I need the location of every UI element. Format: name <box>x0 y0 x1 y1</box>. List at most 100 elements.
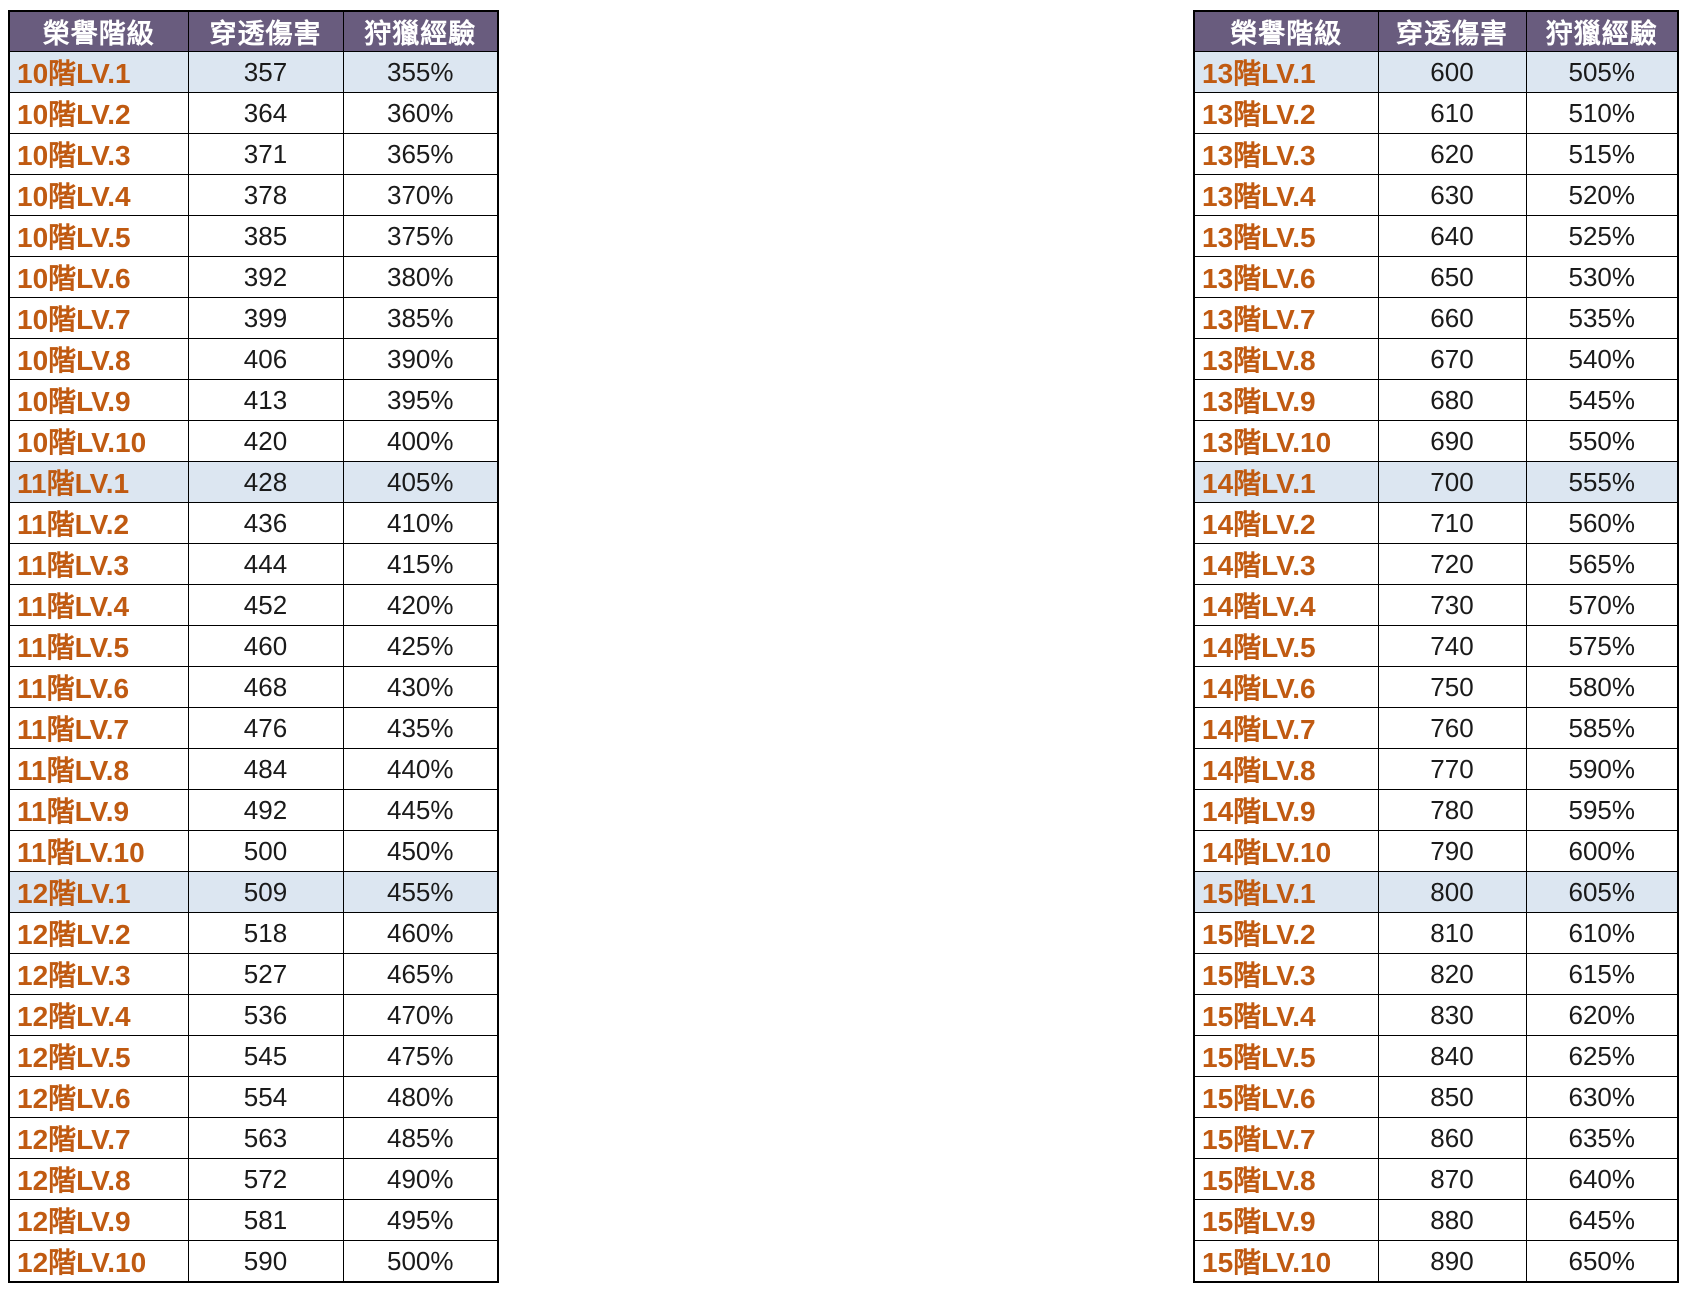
table-row: 15階LV.5 840 625% <box>1193 1035 1679 1077</box>
table-row: 12階LV.1 509 455% <box>8 871 499 913</box>
damage-cell: 730 <box>1377 584 1527 626</box>
damage-cell: 554 <box>187 1076 344 1118</box>
rank-cell: 10階LV.8 <box>8 338 189 380</box>
header-row: 榮譽階級 穿透傷害 狩獵經驗 <box>1193 10 1679 52</box>
exp-cell: 540% <box>1525 338 1679 380</box>
table-body-right: 13階LV.1 600 505% 13階LV.2 610 510% 13階LV.3 620 51… <box>1193 51 1679 1283</box>
exp-cell: 505% <box>1525 51 1679 93</box>
table-row: 14階LV.5 740 575% <box>1193 625 1679 667</box>
table-row: 10階LV.10 420 400% <box>8 420 499 462</box>
rank-cell: 11階LV.10 <box>8 830 189 872</box>
rank-cell: 14階LV.8 <box>1193 748 1379 790</box>
rank-cell: 12階LV.8 <box>8 1158 189 1200</box>
rank-cell: 10階LV.10 <box>8 420 189 462</box>
rank-cell: 12階LV.2 <box>8 912 189 954</box>
rank-cell: 14階LV.10 <box>1193 830 1379 872</box>
exp-cell: 410% <box>342 502 499 544</box>
table-row: 12階LV.7 563 485% <box>8 1117 499 1159</box>
table-row: 12階LV.5 545 475% <box>8 1035 499 1077</box>
exp-cell: 550% <box>1525 420 1679 462</box>
exp-cell: 355% <box>342 51 499 93</box>
table-row: 14階LV.10 790 600% <box>1193 830 1679 872</box>
table-row: 11階LV.4 452 420% <box>8 584 499 626</box>
exp-cell: 570% <box>1525 584 1679 626</box>
exp-cell: 575% <box>1525 625 1679 667</box>
exp-cell: 500% <box>342 1240 499 1283</box>
damage-cell: 484 <box>187 748 344 790</box>
honor-table-right: 榮譽階級 穿透傷害 狩獵經驗 13階LV.1 600 505% 13階LV.2 610 5… <box>1193 10 1679 1283</box>
table-row: 10階LV.4 378 370% <box>8 174 499 216</box>
table-row: 13階LV.6 650 530% <box>1193 256 1679 298</box>
table-row: 14階LV.7 760 585% <box>1193 707 1679 749</box>
exp-cell: 555% <box>1525 461 1679 503</box>
exp-cell: 425% <box>342 625 499 667</box>
exp-cell: 585% <box>1525 707 1679 749</box>
table-row: 13階LV.10 690 550% <box>1193 420 1679 462</box>
damage-cell: 710 <box>1377 502 1527 544</box>
damage-cell: 880 <box>1377 1199 1527 1241</box>
damage-cell: 476 <box>187 707 344 749</box>
rank-cell: 11階LV.9 <box>8 789 189 831</box>
exp-cell: 625% <box>1525 1035 1679 1077</box>
table-row: 13階LV.7 660 535% <box>1193 297 1679 339</box>
table-row: 14階LV.9 780 595% <box>1193 789 1679 831</box>
exp-cell: 645% <box>1525 1199 1679 1241</box>
table-body-left: 10階LV.1 357 355% 10階LV.2 364 360% 10階LV.3 371 36… <box>8 51 499 1283</box>
damage-cell: 452 <box>187 584 344 626</box>
damage-cell: 750 <box>1377 666 1527 708</box>
rank-cell: 13階LV.2 <box>1193 92 1379 134</box>
table-row: 11階LV.10 500 450% <box>8 830 499 872</box>
exp-cell: 565% <box>1525 543 1679 585</box>
damage-cell: 357 <box>187 51 344 93</box>
exp-cell: 535% <box>1525 297 1679 339</box>
rank-cell: 13階LV.3 <box>1193 133 1379 175</box>
rank-cell: 15階LV.1 <box>1193 871 1379 913</box>
table-row: 10階LV.9 413 395% <box>8 379 499 421</box>
damage-cell: 870 <box>1377 1158 1527 1200</box>
rank-cell: 14階LV.5 <box>1193 625 1379 667</box>
damage-cell: 600 <box>1377 51 1527 93</box>
table-row: 12階LV.8 572 490% <box>8 1158 499 1200</box>
exp-cell: 430% <box>342 666 499 708</box>
rank-cell: 15階LV.10 <box>1193 1240 1379 1283</box>
rank-cell: 10階LV.6 <box>8 256 189 298</box>
damage-cell: 500 <box>187 830 344 872</box>
rank-cell: 13階LV.6 <box>1193 256 1379 298</box>
table-row: 13階LV.3 620 515% <box>1193 133 1679 175</box>
damage-cell: 413 <box>187 379 344 421</box>
table-row: 14階LV.8 770 590% <box>1193 748 1679 790</box>
honor-table-left: 榮譽階級 穿透傷害 狩獵經驗 10階LV.1 357 355% 10階LV.2 364 3… <box>8 10 499 1283</box>
table-row: 12階LV.6 554 480% <box>8 1076 499 1118</box>
table-row: 12階LV.4 536 470% <box>8 994 499 1036</box>
rank-cell: 14階LV.3 <box>1193 543 1379 585</box>
table-row: 11階LV.2 436 410% <box>8 502 499 544</box>
damage-cell: 444 <box>187 543 344 585</box>
rank-cell: 11階LV.1 <box>8 461 189 503</box>
table-row: 14階LV.4 730 570% <box>1193 584 1679 626</box>
damage-cell: 630 <box>1377 174 1527 216</box>
exp-cell: 470% <box>342 994 499 1036</box>
table-row: 11階LV.5 460 425% <box>8 625 499 667</box>
damage-cell: 518 <box>187 912 344 954</box>
rank-cell: 14階LV.9 <box>1193 789 1379 831</box>
damage-cell: 760 <box>1377 707 1527 749</box>
damage-cell: 740 <box>1377 625 1527 667</box>
exp-cell: 440% <box>342 748 499 790</box>
rank-cell: 15階LV.9 <box>1193 1199 1379 1241</box>
exp-cell: 385% <box>342 297 499 339</box>
rank-cell: 12階LV.9 <box>8 1199 189 1241</box>
exp-cell: 420% <box>342 584 499 626</box>
exp-cell: 580% <box>1525 666 1679 708</box>
exp-cell: 495% <box>342 1199 499 1241</box>
rank-cell: 15階LV.3 <box>1193 953 1379 995</box>
rank-cell: 12階LV.3 <box>8 953 189 995</box>
table-row: 15階LV.3 820 615% <box>1193 953 1679 995</box>
header-cell-rank: 榮譽階級 <box>8 10 189 52</box>
header-cell-damage: 穿透傷害 <box>187 10 344 52</box>
exp-cell: 635% <box>1525 1117 1679 1159</box>
damage-cell: 428 <box>187 461 344 503</box>
exp-cell: 615% <box>1525 953 1679 995</box>
damage-cell: 640 <box>1377 215 1527 257</box>
rank-cell: 10階LV.7 <box>8 297 189 339</box>
damage-cell: 509 <box>187 871 344 913</box>
